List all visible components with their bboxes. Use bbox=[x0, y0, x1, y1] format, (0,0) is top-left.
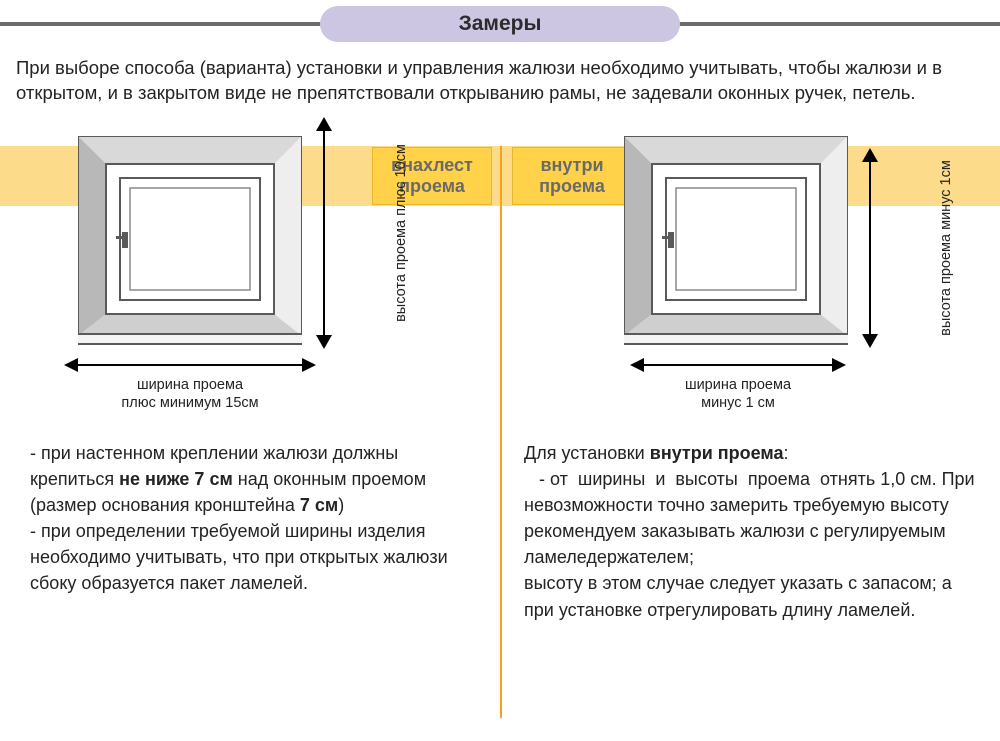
window-icon bbox=[624, 136, 848, 352]
dim-height-inside-label: высота проема минус 1см bbox=[938, 160, 954, 336]
badge-overlap-l2: проема bbox=[399, 176, 465, 197]
text-inside-p1: Для установки внутри проема: bbox=[524, 440, 980, 466]
dim-height-overlap-label: высота проема плюс 10см bbox=[393, 144, 409, 322]
dim-width-inside-l1: ширина проема bbox=[685, 377, 791, 393]
text-overlap-p2: - при определении требуемой ширины издел… bbox=[30, 518, 470, 596]
dim-height-inside: высота проема минус 1см bbox=[862, 148, 878, 348]
badge-inside-l2: проема bbox=[539, 176, 605, 197]
dim-width-overlap-l1: ширина проема bbox=[137, 377, 243, 393]
dim-width-inside-l2: минус 1 см bbox=[701, 395, 775, 411]
header-pill: Замеры bbox=[320, 6, 680, 42]
arrow-h-icon bbox=[64, 358, 316, 372]
column-divider bbox=[500, 146, 502, 718]
dim-width-overlap: ширина проема плюс минимум 15см bbox=[64, 358, 316, 412]
text-inside-p2: - от ширины и высоты проема отнять 1,0 с… bbox=[524, 466, 980, 570]
badge-overlap: внахлест проема bbox=[372, 147, 492, 205]
text-inside: Для установки внутри проема: - от ширины… bbox=[524, 440, 980, 623]
dim-width-overlap-l2: плюс минимум 15см bbox=[121, 395, 258, 411]
intro-text: При выборе способа (варианта) установки … bbox=[16, 56, 984, 106]
dim-width-inside: ширина проема минус 1 см bbox=[630, 358, 846, 412]
text-inside-p3: высоту в этом случае следует указать с з… bbox=[524, 570, 980, 622]
text-overlap: - при настенном креплении жалюзи должны … bbox=[30, 440, 470, 597]
arrow-h-icon bbox=[630, 358, 846, 372]
window-icon bbox=[78, 136, 302, 352]
dim-height-overlap: высота проема плюс 10см bbox=[316, 117, 332, 349]
text-overlap-p1: - при настенном креплении жалюзи должны … bbox=[30, 440, 470, 518]
header-title: Замеры bbox=[459, 12, 542, 36]
diagram-overlap: ширина проема плюс минимум 15см высота п… bbox=[68, 118, 328, 404]
diagram-inside: ширина проема минус 1 см высота проема м… bbox=[614, 118, 874, 404]
badge-inside-l1: внутри bbox=[540, 155, 603, 176]
